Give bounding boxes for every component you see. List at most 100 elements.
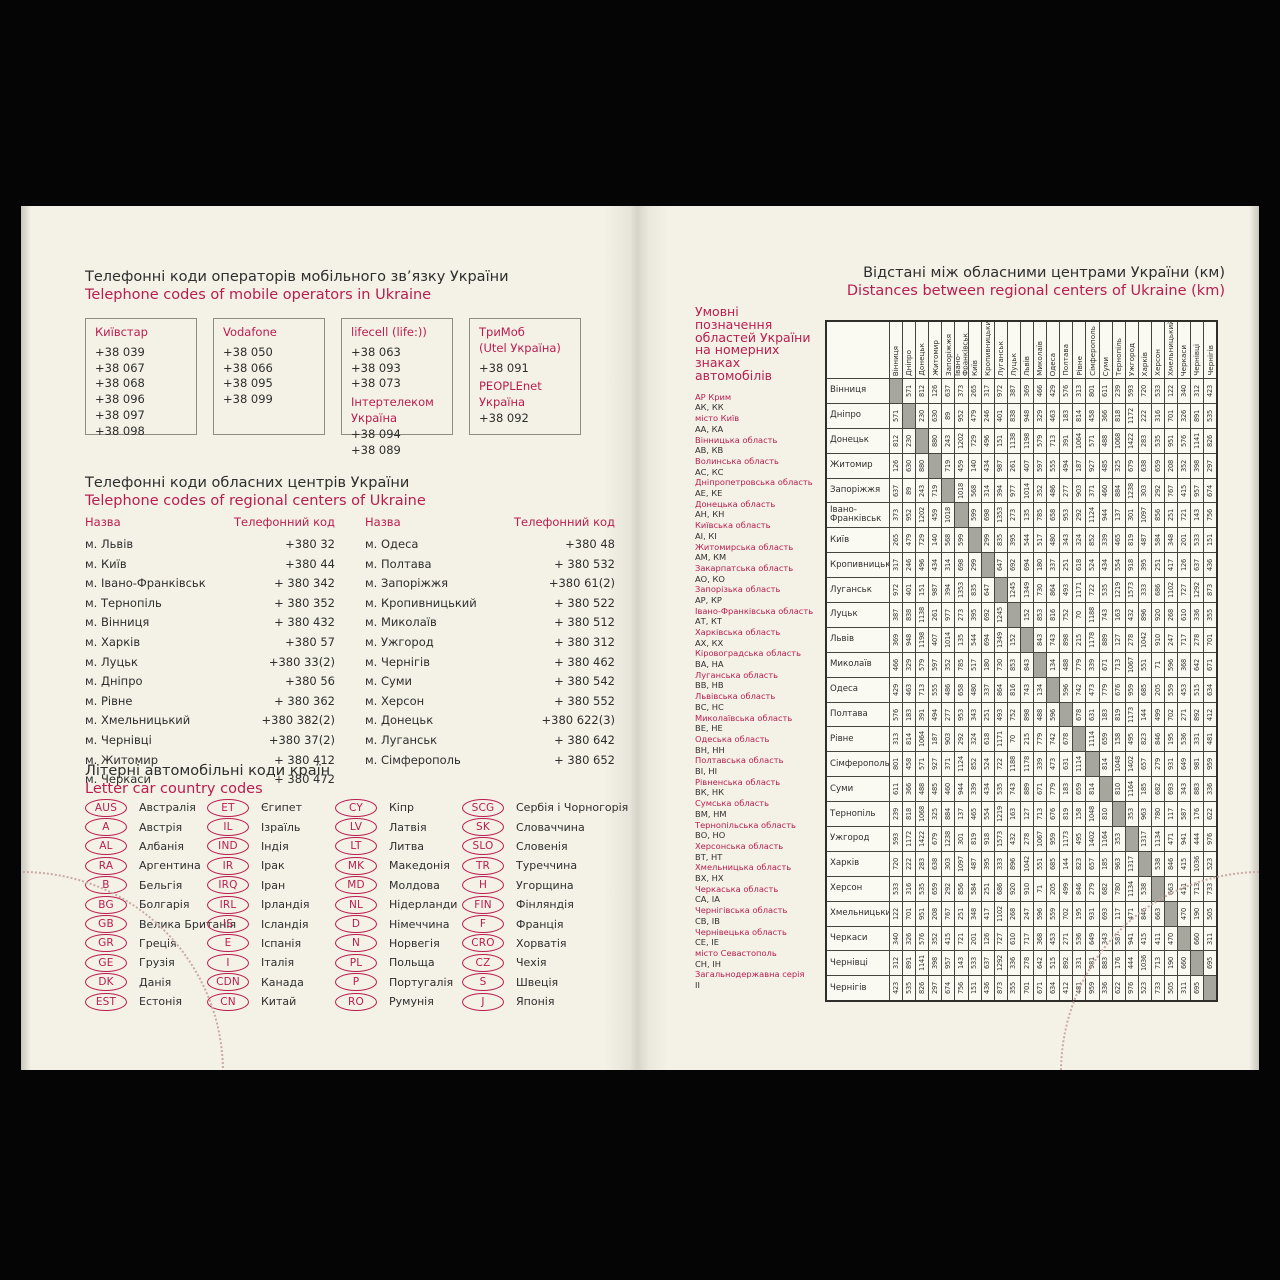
distance-value: 496 bbox=[983, 434, 992, 447]
distance-value: 931 bbox=[1166, 758, 1175, 771]
distance-value: 903 bbox=[1074, 484, 1083, 497]
distance-row-header: Суми bbox=[827, 777, 889, 802]
city-codes-title-uk: Телефонні коди обласних центрів України bbox=[85, 475, 410, 491]
distance-value: 481 bbox=[1205, 733, 1214, 746]
distance-cell: 903 bbox=[942, 727, 955, 752]
car-code-row: AL Албанія bbox=[85, 837, 207, 856]
distance-cell: 395 bbox=[1138, 553, 1151, 578]
page-edge-left bbox=[21, 206, 31, 1070]
distance-cell: 693 bbox=[1099, 901, 1112, 926]
distance-cell: 649 bbox=[1178, 752, 1191, 777]
plate-legend-codes: ВЕ, НЕ bbox=[695, 723, 723, 734]
distance-value: 779 bbox=[1035, 733, 1044, 746]
distance-col-header: Херсон bbox=[1151, 322, 1164, 378]
operator-code: +38 099 bbox=[223, 392, 273, 407]
distance-value: 801 bbox=[1088, 384, 1097, 397]
distance-cell: 555 bbox=[929, 677, 942, 702]
page-edge-right bbox=[1249, 206, 1259, 1070]
distance-cell: 713 bbox=[1034, 802, 1047, 827]
distance-value: 246 bbox=[983, 409, 992, 422]
plate-legend-region: Одеська область bbox=[695, 734, 770, 745]
city-code-row: м. Хмельницький +380 382(2) bbox=[85, 711, 335, 731]
distance-value: 488 bbox=[1061, 658, 1070, 671]
distance-col-header-label: Суми bbox=[1100, 356, 1110, 376]
distance-row-header: Сімферополь bbox=[827, 752, 889, 777]
distance-cell: 1164 bbox=[1099, 827, 1112, 851]
car-code-oval: CDN bbox=[207, 973, 249, 992]
distance-cell: 1202 bbox=[916, 503, 929, 528]
distance-value: 642 bbox=[1192, 658, 1201, 671]
distance-value: 480 bbox=[1048, 534, 1057, 547]
distance-cell: 611 bbox=[1099, 379, 1112, 403]
distance-cell: 343 bbox=[1060, 528, 1073, 553]
distance-cell: 313 bbox=[890, 727, 903, 752]
distance-value: 278 bbox=[1022, 957, 1031, 970]
city-name: м. Полтава bbox=[365, 556, 432, 571]
distance-cell: 1219 bbox=[994, 802, 1007, 827]
plate-legend-codes: СЕ, ІЕ bbox=[695, 937, 719, 948]
distance-cell: 1014 bbox=[942, 627, 955, 652]
distance-cell: 816 bbox=[1047, 603, 1060, 627]
distance-cell: 957 bbox=[1191, 478, 1204, 503]
distance-value: 631 bbox=[1088, 708, 1097, 721]
distance-cell: 499 bbox=[1151, 702, 1164, 727]
distance-value: 674 bbox=[944, 982, 953, 995]
distance-value: 637 bbox=[891, 484, 900, 497]
distance-cell: 891 bbox=[1191, 403, 1204, 428]
distance-table-corner bbox=[827, 322, 889, 378]
distance-cell: 584 bbox=[1151, 528, 1164, 553]
distance-value: 571 bbox=[917, 758, 926, 771]
operator-name: Київстар bbox=[95, 325, 148, 339]
distance-cell: 423 bbox=[1204, 379, 1217, 403]
distance-value: 1219 bbox=[996, 806, 1005, 823]
distance-value: 523 bbox=[1205, 857, 1214, 870]
distance-cell: 324 bbox=[968, 727, 981, 752]
distance-value: 122 bbox=[1166, 384, 1175, 397]
distance-value: 812 bbox=[891, 434, 900, 447]
plate-legend-item: Херсонська область ВТ, НТ bbox=[695, 841, 817, 862]
distance-value: 944 bbox=[957, 783, 966, 796]
distance-cell: 496 bbox=[916, 553, 929, 578]
operator-box: Київстар +38 039 +38 067 +38 068 +38 096 +38 … bbox=[85, 318, 197, 438]
car-code-row: D Німеччина bbox=[335, 914, 462, 934]
distance-cell: 533 bbox=[968, 951, 981, 976]
distance-cell: 273 bbox=[1007, 503, 1020, 528]
distance-value: 931 bbox=[1088, 907, 1097, 920]
distance-value: 292 bbox=[1074, 509, 1083, 522]
distance-cell: 599 bbox=[968, 503, 981, 528]
distance-cell: 674 bbox=[1204, 478, 1217, 503]
distance-value: 401 bbox=[996, 409, 1005, 422]
distance-cell: 247 bbox=[1164, 627, 1178, 652]
distance-value: 963 bbox=[1140, 808, 1149, 821]
distance-cell: 571 bbox=[916, 752, 929, 777]
distance-cell: 369 bbox=[890, 627, 903, 652]
distance-value: 299 bbox=[983, 534, 992, 547]
distance-cell: 348 bbox=[968, 901, 981, 926]
distance-cell: 292 bbox=[1073, 503, 1086, 528]
distance-value: 239 bbox=[891, 808, 900, 821]
distance-cell: 642 bbox=[1191, 652, 1204, 677]
distance-cell: 1171 bbox=[1073, 578, 1086, 603]
plate-legend-region: АР Крим bbox=[695, 391, 732, 402]
distance-cell: 630 bbox=[929, 403, 942, 428]
distance-value: 977 bbox=[1009, 484, 1018, 497]
distance-value: 515 bbox=[1048, 957, 1057, 970]
city-name: м. Запоріжжя bbox=[365, 576, 449, 591]
city-code-row: м. Суми + 380 542 bbox=[365, 672, 615, 692]
distance-cell: 463 bbox=[1047, 403, 1060, 428]
distance-value: 953 bbox=[957, 708, 966, 721]
city-phone-code: + 380 532 bbox=[554, 556, 615, 571]
distance-cell: 471 bbox=[1164, 827, 1178, 851]
distance-cell: 701 bbox=[1204, 627, 1217, 652]
distance-col-header: Вінниця bbox=[890, 322, 903, 378]
distance-cell: 584 bbox=[968, 876, 981, 901]
distance-cell: 987 bbox=[929, 578, 942, 603]
distance-value: 434 bbox=[1101, 559, 1110, 572]
book-spread: Телефонні коди операторів мобільного зв’… bbox=[21, 206, 1259, 1070]
distance-value: 1172 bbox=[904, 830, 913, 847]
city-code-row: м. Кропивницький + 380 522 bbox=[365, 594, 615, 614]
plate-legend-item: Сумська область ВМ, НМ bbox=[695, 798, 817, 819]
city-code-row: м. Київ +380 44 bbox=[85, 555, 335, 575]
distance-cell: 698 bbox=[955, 553, 968, 578]
distance-value: 720 bbox=[1140, 384, 1149, 397]
